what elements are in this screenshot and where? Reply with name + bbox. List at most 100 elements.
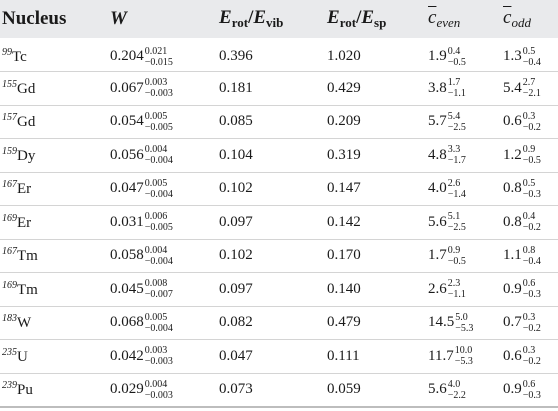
cell-c-even: 4.8 3.3 −1.7 <box>426 139 501 173</box>
cell-c-odd-lower: −0.3 <box>522 389 541 401</box>
cell-w-value: 0.056 <box>110 146 144 163</box>
cell-w-lower: −0.015 <box>144 56 173 68</box>
cell-w-lower: −0.004 <box>144 322 173 334</box>
cell-c-even-uncertainty: 4.0 −2.2 <box>448 379 466 401</box>
cell-c-odd: 1.3 0.5 −0.4 <box>501 38 558 72</box>
cell-c-even-upper: 3.3 <box>447 144 461 156</box>
cell-w-uncertainty: 0.003 −0.003 <box>145 77 173 99</box>
cell-c-odd-uncertainty: 0.3 −0.2 <box>523 345 541 367</box>
mass-number: 167 <box>2 179 17 191</box>
cell-nucleus: 159Dy <box>0 139 108 173</box>
element-symbol: Er <box>17 181 32 198</box>
cell-c-odd-upper: 0.4 <box>522 211 536 223</box>
cell-erot-evib: 0.073 <box>219 381 253 397</box>
table-row: 155Gd 0.067 0.003 −0.003 0.181 0.429 3.8 1.7 −1.… <box>0 72 558 106</box>
cell-c-odd-upper: 2.7 <box>522 77 536 89</box>
cell-c-odd-lower: −2.1 <box>522 88 541 100</box>
cell-c-even-lower: −0.5 <box>447 56 466 68</box>
cell-w-lower: −0.003 <box>144 88 173 100</box>
cell-c-even-upper: 4.0 <box>447 378 461 390</box>
cell-w-lower: −0.007 <box>144 289 173 301</box>
cell-c-even: 4.0 2.6 −1.4 <box>426 172 501 206</box>
cell-w: 0.047 0.005 −0.004 <box>108 172 217 206</box>
cell-c-odd: 1.1 0.8 −0.4 <box>501 239 558 273</box>
cell-c-odd-lower: −0.3 <box>522 188 541 200</box>
cell-c-odd-uncertainty: 0.8 −0.4 <box>523 245 541 267</box>
cell-c-even-uncertainty: 10.0 −5.3 <box>455 345 473 367</box>
cell-c-odd-uncertainty: 0.6 −0.3 <box>523 278 541 300</box>
cell-c-even-uncertainty: 2.3 −1.1 <box>448 278 466 300</box>
mass-number: 167 <box>2 246 17 258</box>
element-symbol: Gd <box>17 80 36 97</box>
table-row: 169Er 0.031 0.006 −0.005 0.097 0.142 5.6 5.1 −2.… <box>0 206 558 240</box>
table-row: 159Dy 0.056 0.004 −0.004 0.104 0.319 4.8 3.3 −1.… <box>0 139 558 173</box>
cell-w-uncertainty: 0.003 −0.003 <box>145 345 173 367</box>
cell-w-value: 0.058 <box>110 247 144 264</box>
cell-c-even-value: 14.5 <box>428 314 455 331</box>
cell-c-even-uncertainty: 0.4 −0.5 <box>448 46 466 68</box>
cell-w-value: 0.047 <box>110 180 144 197</box>
cell-c-even-uncertainty: 5.1 −2.5 <box>448 211 466 233</box>
cell-c-odd: 5.4 2.7 −2.1 <box>501 72 558 106</box>
element-symbol: Tm <box>17 248 38 265</box>
cell-nucleus: 169Tm <box>0 273 108 307</box>
element-symbol: Er <box>17 214 32 231</box>
cell-nucleus: 99Tc <box>0 38 108 72</box>
mass-number: 239 <box>2 380 17 391</box>
cell-c-even-upper: 5.4 <box>447 110 461 122</box>
cell-w-value: 0.045 <box>110 280 144 297</box>
cell-c-odd-upper: 0.3 <box>522 311 536 323</box>
cell-nucleus: 183W <box>0 306 108 340</box>
cell-c-odd: 1.2 0.9 −0.5 <box>501 139 558 173</box>
cell-w-uncertainty: 0.004 −0.003 <box>145 379 173 401</box>
cell-w-uncertainty: 0.021 −0.015 <box>145 46 173 68</box>
cell-c-even-upper: 2.3 <box>447 278 461 290</box>
cell-erot-evib: 0.102 <box>219 180 253 197</box>
header-erot-esp: Erot/Esp <box>327 7 387 30</box>
cell-nucleus: 167Tm <box>0 239 108 273</box>
cell-w: 0.058 0.004 −0.004 <box>108 239 217 273</box>
cell-c-odd-lower: −0.2 <box>522 222 541 234</box>
cell-c-even-value: 2.6 <box>428 280 447 297</box>
cell-c-even: 1.7 0.9 −0.5 <box>426 239 501 273</box>
cell-erot-evib: 0.082 <box>219 314 253 331</box>
cell-c-even-lower: −1.4 <box>447 188 466 200</box>
cell-c-odd-value: 0.6 <box>503 113 522 130</box>
cell-w-upper: 0.006 <box>144 211 168 223</box>
cell-c-odd: 0.9 0.6 −0.3 <box>501 373 558 407</box>
cell-c-odd-upper: 0.5 <box>522 177 536 189</box>
cell-c-odd-upper: 0.6 <box>522 278 536 290</box>
cell-c-odd-lower: −0.2 <box>522 121 541 133</box>
cell-w-upper: 0.003 <box>144 77 168 89</box>
cell-erot-evib: 0.102 <box>219 247 253 264</box>
header-w: W <box>110 8 127 29</box>
cell-nucleus: 155Gd <box>0 72 108 106</box>
element-symbol: W <box>17 315 32 332</box>
cell-c-even-lower: −2.2 <box>447 389 466 401</box>
cell-w-upper: 0.005 <box>144 177 168 189</box>
table-row: 183W 0.068 0.005 −0.004 0.082 0.479 14.5 5.0 −5.… <box>0 306 558 340</box>
element-symbol: Tc <box>12 49 27 65</box>
cell-c-even-upper: 0.4 <box>447 45 461 57</box>
element-symbol: Tm <box>17 281 38 298</box>
cell-c-odd: 0.8 0.5 −0.3 <box>501 172 558 206</box>
cell-c-even-value: 4.8 <box>428 146 447 163</box>
cell-c-odd-lower: −0.3 <box>522 289 541 301</box>
cell-w-upper: 0.004 <box>144 144 168 156</box>
cell-erot-esp: 0.140 <box>327 280 361 297</box>
cell-w: 0.067 0.003 −0.003 <box>108 72 217 106</box>
cell-c-odd-lower: −0.2 <box>522 356 541 368</box>
table-row: 239Pu 0.029 0.004 −0.003 0.073 0.059 5.6 4.0 −2.… <box>0 373 558 407</box>
cell-nucleus: 235U <box>0 340 108 374</box>
cell-erot-esp: 0.142 <box>327 213 361 230</box>
cell-erot-evib: 0.104 <box>219 146 253 163</box>
cell-c-even-uncertainty: 5.0 −5.3 <box>455 312 473 334</box>
cell-nucleus: 169Er <box>0 206 108 240</box>
cell-c-odd-uncertainty: 0.3 −0.2 <box>523 111 541 133</box>
header-row: Nucleus W Erot/Evib Erot/Esp ceven codd <box>0 0 558 38</box>
cell-c-even: 5.7 5.4 −2.5 <box>426 105 501 139</box>
cell-w-value: 0.067 <box>110 79 144 96</box>
cell-c-odd-value: 0.6 <box>503 347 522 364</box>
